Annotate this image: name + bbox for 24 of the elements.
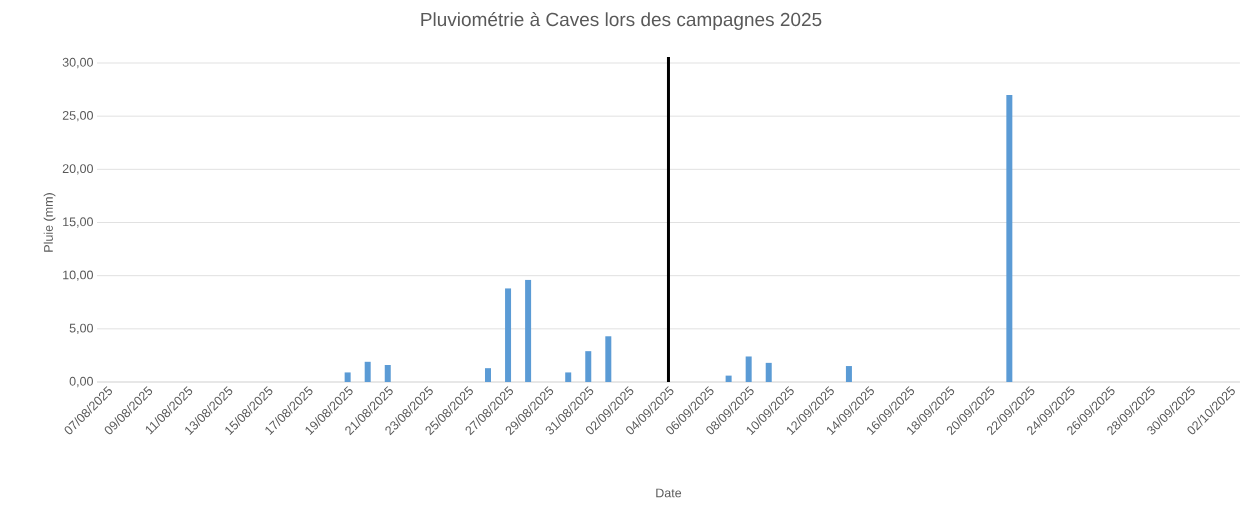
y-axis-title: Pluie (mm) bbox=[43, 193, 56, 252]
y-tick-label: 20,00 bbox=[62, 164, 93, 175]
y-tick-label: 0,00 bbox=[69, 376, 93, 388]
bar bbox=[765, 362, 772, 382]
chart-title: Pluviométrie à Caves lors des campagnes 2025 bbox=[421, 12, 822, 30]
bar bbox=[725, 375, 732, 382]
y-tick-label: 10,00 bbox=[63, 270, 93, 281]
bar bbox=[845, 366, 852, 382]
bar bbox=[505, 288, 512, 382]
bar bbox=[485, 368, 491, 382]
bar bbox=[745, 356, 752, 382]
y-tick-label: 5,00 bbox=[69, 323, 93, 334]
bar bbox=[1006, 94, 1013, 382]
bar bbox=[384, 364, 391, 382]
bar bbox=[344, 372, 351, 382]
bar bbox=[565, 372, 572, 382]
bar bbox=[585, 351, 592, 382]
x-axis-title: Date bbox=[656, 488, 682, 498]
bar bbox=[364, 361, 371, 382]
y-tick-label: 15,00 bbox=[63, 217, 93, 228]
bar bbox=[525, 279, 532, 382]
y-tick-label: 25,00 bbox=[62, 111, 93, 122]
bar bbox=[605, 336, 612, 382]
y-tick-label: 30,00 bbox=[62, 57, 93, 69]
